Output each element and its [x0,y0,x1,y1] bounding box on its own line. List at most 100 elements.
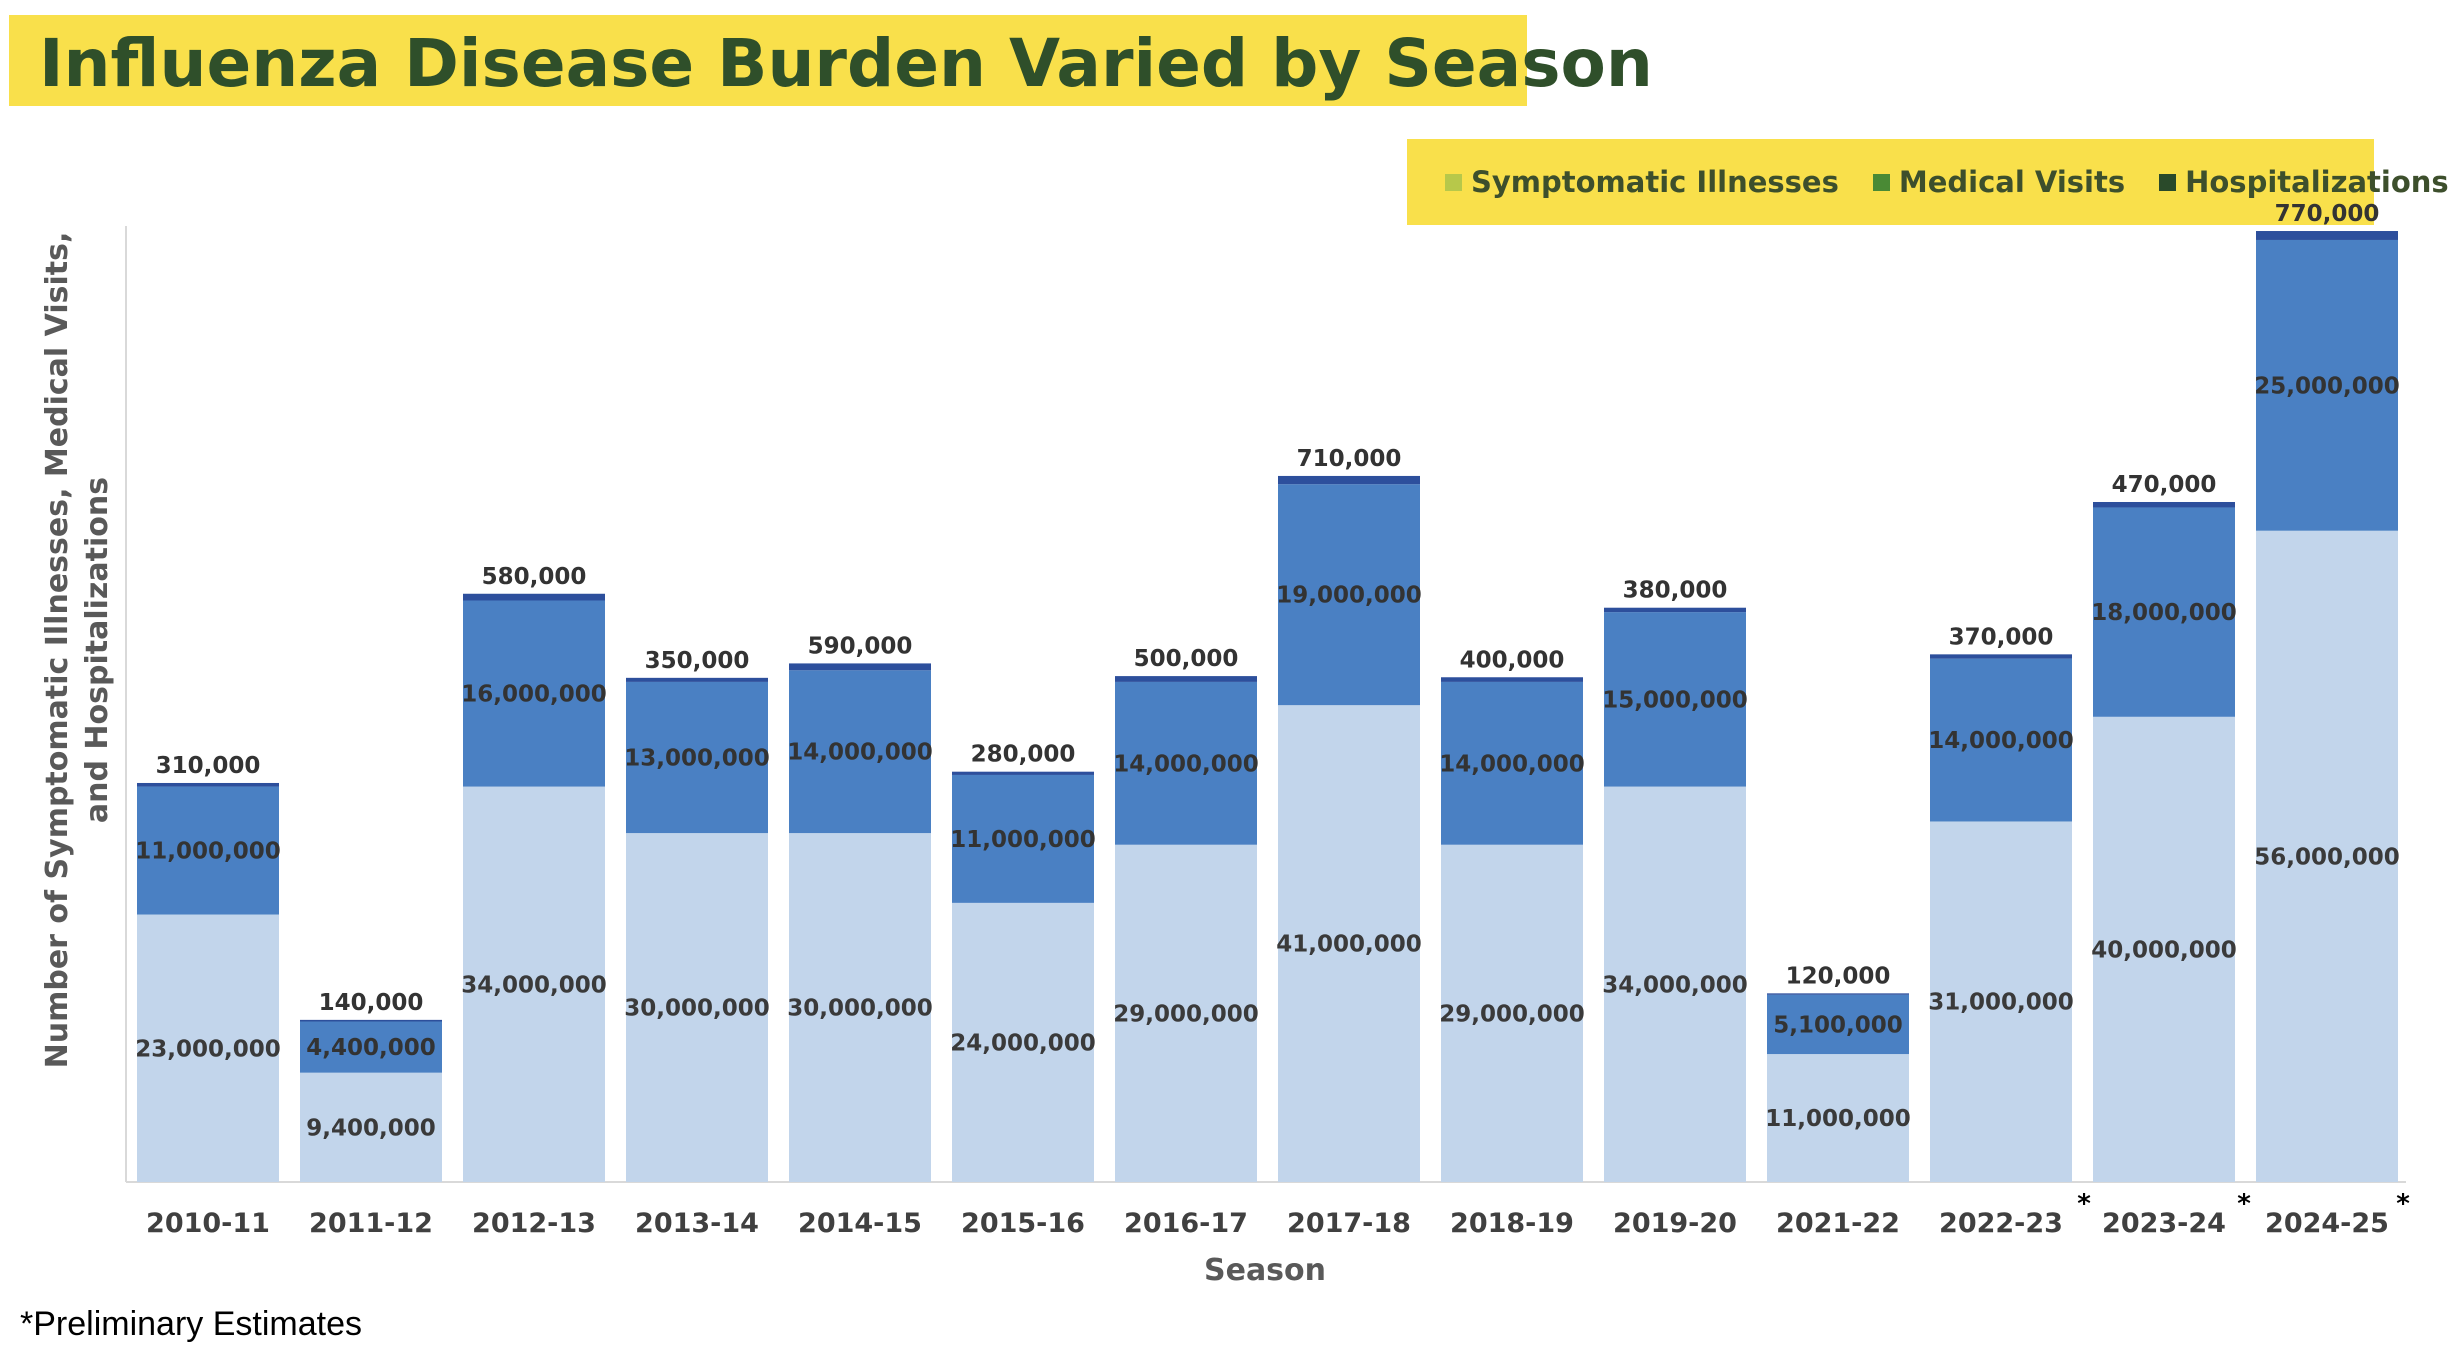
legend-label-hospitalizations: Hospitalizations [2185,165,2449,199]
data-label-symptomatic-illnesses-2018-19: 29,000,000 [1439,1001,1585,1027]
x-tick-label-2013-14: 2013-14 [635,1208,759,1239]
bar-hospitalizations-2017-18 [1278,475,1420,485]
preliminary-marker: * [2396,1189,2410,1219]
data-label-hospitalizations-2016-17: 500,000 [1134,646,1239,672]
legend-label-symptomatic-illnesses: Symptomatic Illnesses [1471,165,1839,199]
data-label-medical-visits-2022-23: 14,000,000 [1928,728,2074,754]
bar-medical-visits-2018-19 [1441,681,1583,845]
legend: Symptomatic Illnesses Medical Visits Hos… [1407,139,2449,225]
data-label-symptomatic-illnesses-2013-14: 30,000,000 [624,996,770,1022]
x-tick-label-2014-15: 2014-15 [798,1208,922,1239]
data-label-hospitalizations-2014-15: 590,000 [808,633,913,659]
bar-symptomatic-illnesses-2015-16 [952,902,1094,1182]
bar-symptomatic-illnesses-2013-14 [626,833,768,1182]
bar-medical-visits-2017-18 [1278,484,1420,706]
bar-medical-visits-2016-17 [1115,681,1257,845]
bar-symptomatic-illnesses-2012-13 [463,786,605,1182]
x-tick-label-2023-24: 2023-24 [2102,1208,2226,1239]
bar-hospitalizations-2015-16 [952,771,1094,775]
x-tick-label-2018-19: 2018-19 [1450,1208,1574,1239]
data-label-medical-visits-2013-14: 13,000,000 [624,746,770,772]
bar-hospitalizations-2016-17 [1115,676,1257,682]
data-label-hospitalizations-2015-16: 280,000 [971,742,1076,768]
bar-symptomatic-illnesses-2019-20 [1604,786,1746,1182]
data-label-hospitalizations-2019-20: 380,000 [1623,578,1728,604]
bar-hospitalizations-2010-11 [137,782,279,787]
bar-symptomatic-illnesses-2023-24 [2093,716,2235,1182]
legend-swatch-medical-visits [1872,173,1890,191]
legend-label-medical-visits: Medical Visits [1898,165,2126,199]
x-tick-label-2016-17: 2016-17 [1124,1208,1248,1239]
bar-symptomatic-illnesses-2017-18 [1278,705,1420,1182]
bar-hospitalizations-2018-19 [1441,677,1583,682]
data-label-symptomatic-illnesses-2022-23: 31,000,000 [1928,990,2074,1016]
bar-symptomatic-illnesses-2016-17 [1115,844,1257,1182]
data-label-hospitalizations-2013-14: 350,000 [645,648,750,674]
data-label-hospitalizations-2018-19: 400,000 [1460,647,1565,673]
data-label-medical-visits-2023-24: 18,000,000 [2091,600,2237,626]
bar-hospitalizations-2012-13 [463,593,605,601]
x-axis-label: Season [1203,1253,1327,1288]
data-label-symptomatic-illnesses-2021-22: 11,000,000 [1765,1106,1911,1132]
bar-symptomatic-illnesses-2024-25 [2256,530,2398,1182]
bar-symptomatic-illnesses-2022-23 [1930,821,2072,1182]
bar-medical-visits-2011-12 [300,1021,442,1073]
x-tick-label-2019-20: 2019-20 [1613,1208,1737,1239]
bar-symptomatic-illnesses-2011-12 [300,1072,442,1182]
data-label-symptomatic-illnesses-2012-13: 34,000,000 [461,972,607,998]
data-label-symptomatic-illnesses-2010-11: 23,000,000 [135,1036,281,1062]
preliminary-marker: * [2237,1189,2251,1219]
data-label-medical-visits-2015-16: 11,000,000 [950,827,1096,853]
data-label-medical-visits-2021-22: 5,100,000 [1773,1012,1903,1038]
bar-hospitalizations-2019-20 [1604,607,1746,613]
bar-medical-visits-2021-22 [1767,994,1909,1055]
data-label-medical-visits-2010-11: 11,000,000 [135,839,281,865]
data-label-symptomatic-illnesses-2019-20: 34,000,000 [1602,972,1748,998]
bar-symptomatic-illnesses-2018-19 [1441,844,1583,1182]
data-label-medical-visits-2018-19: 14,000,000 [1439,751,1585,777]
title-banner: Influenza Disease Burden Varied by Seaso… [9,15,1653,106]
data-label-medical-visits-2014-15: 14,000,000 [787,740,933,766]
preliminary-marker: * [2077,1189,2091,1219]
bar-medical-visits-2010-11 [137,786,279,915]
data-label-symptomatic-illnesses-2024-25: 56,000,000 [2254,844,2400,870]
bar-symptomatic-illnesses-2014-15 [789,833,931,1182]
bar-hospitalizations-2022-23 [1930,654,2072,659]
bar-medical-visits-2019-20 [1604,612,1746,787]
data-label-symptomatic-illnesses-2014-15: 30,000,000 [787,996,933,1022]
data-label-medical-visits-2019-20: 15,000,000 [1602,687,1748,713]
legend-swatch-symptomatic-illnesses [1445,173,1462,191]
bar-medical-visits-2015-16 [952,774,1094,903]
data-label-medical-visits-2024-25: 25,000,000 [2254,373,2400,399]
bar-medical-visits-2012-13 [463,600,605,787]
bar-medical-visits-2023-24 [2093,507,2235,717]
data-label-hospitalizations-2010-11: 310,000 [156,753,261,779]
x-tick-label-2024-25: 2024-25 [2265,1208,2389,1239]
data-label-symptomatic-illnesses-2017-18: 41,000,000 [1276,932,1422,958]
bar-symptomatic-illnesses-2021-22 [1767,1054,1909,1182]
data-label-hospitalizations-2022-23: 370,000 [1949,624,2054,650]
x-tick-label-2021-22: 2021-22 [1776,1208,1900,1239]
data-label-symptomatic-illnesses-2023-24: 40,000,000 [2091,937,2237,963]
data-label-hospitalizations-2012-13: 580,000 [482,564,587,590]
data-label-symptomatic-illnesses-2011-12: 9,400,000 [306,1115,436,1141]
data-label-medical-visits-2017-18: 19,000,000 [1276,583,1422,609]
footnote: *Preliminary Estimates [20,1305,362,1343]
data-label-medical-visits-2011-12: 4,400,000 [306,1035,436,1061]
x-tick-label-2017-18: 2017-18 [1287,1208,1411,1239]
data-label-hospitalizations-2023-24: 470,000 [2112,472,2217,498]
legend-item-hospitalizations: Hospitalizations [2159,165,2449,199]
x-tick-label-2010-11: 2010-11 [146,1208,270,1239]
legend-item-medical-visits: Medical Visits [1872,165,2126,199]
bar-hospitalizations-2014-15 [789,663,931,671]
legend-swatch-hospitalizations [2159,173,2177,191]
data-label-symptomatic-illnesses-2015-16: 24,000,000 [950,1030,1096,1056]
x-tick-label-2011-12: 2011-12 [309,1208,433,1239]
bar-hospitalizations-2011-12 [300,1019,442,1022]
bar-medical-visits-2014-15 [789,670,931,834]
data-label-hospitalizations-2021-22: 120,000 [1786,963,1891,989]
x-tick-label-2012-13: 2012-13 [472,1208,596,1239]
data-label-medical-visits-2016-17: 14,000,000 [1113,751,1259,777]
data-label-medical-visits-2012-13: 16,000,000 [461,682,607,708]
